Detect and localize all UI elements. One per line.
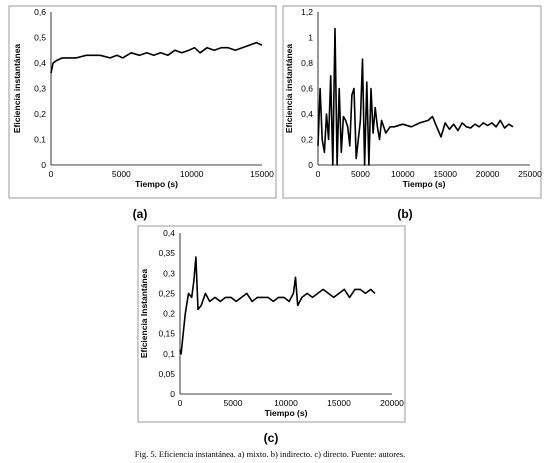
y-tick-label-b: 1 [308, 33, 313, 43]
panel-b-frame [282, 5, 542, 199]
x-tick-label-a: 10000 [180, 169, 204, 179]
chart-panel-b: (b) 0 0,2 0,4 0,6 0,8 1 1,2 0 5000 10000 15000 2000… [282, 5, 542, 221]
x-tick-label-b: 20000 [476, 169, 500, 179]
x-tick-label-b: 0 [316, 169, 321, 179]
y-tick-label-c: 0,35 [158, 248, 175, 258]
chart-panel-c: (c) 0 0,05 0,1 0,15 0,2 0,25 0,3 0,35 0,4 0 5000 10… [137, 225, 406, 445]
y-tick-label-a: 0,2 [34, 109, 46, 119]
x-tick-label-c: 15000 [327, 398, 351, 408]
x-tick-label-a: 15000 [250, 169, 274, 179]
panel-c-frame [137, 225, 406, 423]
x-tick-label-c: 20000 [380, 398, 404, 408]
series-line-c [179, 256, 376, 355]
x-tick-label-b: 10000 [391, 169, 415, 179]
x-tick-label-a: 0 [49, 169, 54, 179]
panel-a-label: (a) [133, 207, 148, 221]
x-axis-title-c: Tiempo (s) [265, 408, 308, 418]
y-tick-label-c: 0,1 [163, 349, 175, 359]
y-tick-label-c: 0,05 [158, 369, 175, 379]
x-tick-label-c: 0 [178, 398, 183, 408]
y-tick-label-a: 0,6 [34, 7, 46, 17]
y-tick-label-a: 0,5 [34, 33, 46, 43]
figure-caption: Fig. 5. Eficiencia instantánea. a) mixto… [135, 449, 406, 459]
y-tick-label-c: 0,4 [163, 228, 175, 238]
panel-b-label: (b) [397, 207, 412, 221]
y-tick-label-a: 0,1 [34, 135, 46, 145]
y-tick-label-c: 0 [170, 389, 175, 399]
y-axis-title-c: Eficiencia Instantánea [139, 269, 149, 359]
panel-a-frame [8, 5, 277, 199]
x-axis-title-a: Tiempo (s) [135, 179, 178, 189]
x-tick-label-b: 5000 [351, 169, 370, 179]
y-axis-title-a: Eficiencia instantánea [12, 44, 22, 134]
x-tick-label-c: 5000 [224, 398, 243, 408]
y-tick-label-b: 0,2 [301, 135, 313, 145]
y-tick-label-a: 0,3 [34, 84, 46, 94]
y-tick-label-c: 0,15 [158, 329, 175, 339]
x-tick-label-c: 10000 [274, 398, 298, 408]
series-line-a [50, 41, 263, 74]
panel-c-label: (c) [264, 431, 279, 445]
y-tick-label-b: 0,6 [301, 84, 313, 94]
y-tick-label-c: 0,3 [163, 268, 175, 278]
y-tick-label-b: 0 [308, 160, 313, 170]
y-tick-label-a: 0 [41, 160, 46, 170]
y-tick-label-c: 0,25 [158, 288, 175, 298]
x-tick-label-a: 5000 [112, 169, 131, 179]
y-tick-label-c: 0,2 [163, 309, 175, 319]
x-tick-label-b: 25000 [518, 169, 542, 179]
y-tick-label-b: 0,8 [301, 58, 313, 68]
chart-panel-a: (a) 0 0,1 0,2 0,3 0,4 0,5 0,6 0 5000 10000 15000 Ti… [8, 5, 277, 221]
series-line-b [317, 27, 514, 166]
y-axis-title-b: Eficiencia instantánea [284, 44, 294, 134]
x-tick-label-b: 15000 [433, 169, 457, 179]
x-axis-title-b: Tiempo (s) [403, 179, 446, 189]
y-tick-label-b: 0,4 [301, 109, 313, 119]
y-tick-label-b: 1,2 [301, 7, 313, 17]
y-tick-label-a: 0,4 [34, 58, 46, 68]
